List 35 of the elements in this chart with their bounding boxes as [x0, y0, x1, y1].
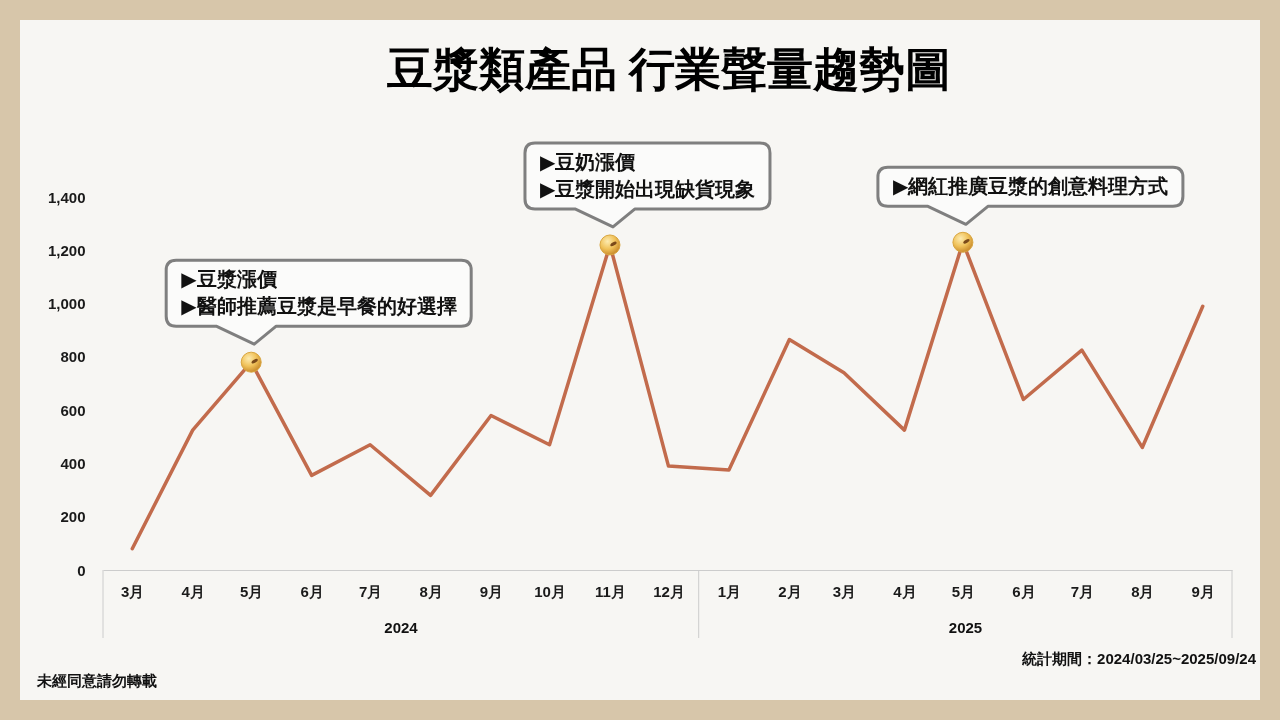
chart-title: 豆漿類產品 行業聲量趨勢圖 — [386, 42, 952, 97]
x-tick-label: 4月 — [181, 582, 205, 600]
x-tick-label: 5月 — [951, 582, 976, 600]
y-tick-label: 800 — [60, 348, 86, 366]
x-tick-label: 6月 — [1012, 582, 1036, 600]
x-tick-label: 4月 — [893, 582, 917, 600]
x-tick-label: 6月 — [300, 582, 324, 600]
y-tick-label: 400 — [60, 454, 86, 472]
text: 2024 — [384, 619, 418, 637]
x-tick-label: 12月 — [653, 582, 685, 600]
x-tick-label: 10月 — [534, 582, 566, 600]
y-tick-label: 600 — [60, 401, 86, 419]
x-tick-label: 11月 — [595, 582, 626, 600]
annotation: ▶豆奶漲價 ▶豆漿開始出現缺貨現象 — [539, 149, 756, 202]
x-tick-label: 7月 — [1070, 582, 1095, 600]
text: 2025 — [948, 619, 983, 637]
x-tick-label: 8月 — [419, 582, 443, 600]
y-tick-label: 0 — [77, 561, 86, 579]
y-tick-label: 1,000 — [47, 295, 86, 313]
x-tick-label: 9月 — [479, 582, 504, 600]
x-tick-label: 3月 — [121, 582, 145, 600]
x-tick-label: 9月 — [1191, 582, 1215, 600]
x-tick-label: 3月 — [832, 582, 857, 600]
x-tick-label: 1月 — [717, 582, 742, 600]
x-tick-label: 5月 — [240, 582, 264, 600]
text: 未經同意請勿轉載 — [37, 672, 157, 690]
annotation: ▶豆漿漲價 ▶醫師推薦豆漿是早餐的好選擇 — [181, 267, 457, 320]
y-tick-label: 1,400 — [47, 188, 86, 206]
y-tick-label: 200 — [60, 508, 86, 526]
x-tick-label: 2月 — [778, 582, 802, 600]
x-tick-label: 7月 — [358, 582, 383, 600]
text: 統計期間：2024/03/25~2025/09/24 — [1022, 650, 1256, 668]
x-tick-label: 8月 — [1131, 582, 1155, 600]
y-tick-label: 1,200 — [47, 241, 86, 259]
annotation: ▶網紅推廣豆漿的創意料理方式 — [892, 174, 1169, 200]
